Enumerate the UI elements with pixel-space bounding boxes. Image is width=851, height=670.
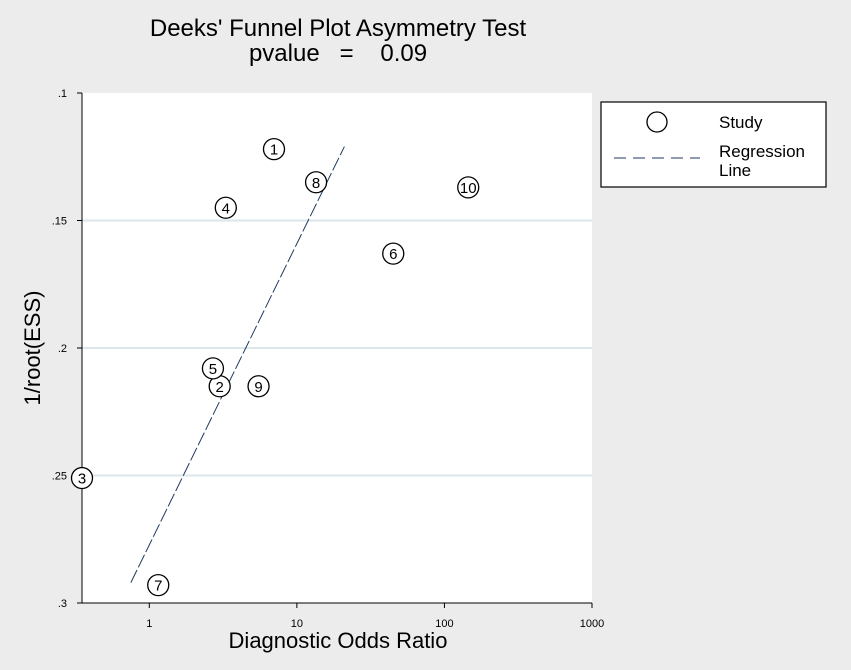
grid-lines: [82, 219, 592, 477]
study-label: 5: [209, 361, 217, 378]
legend-regression-label-line: Regression: [719, 142, 805, 161]
study-point-4: 4: [214, 196, 237, 219]
y-tick-label: .25: [52, 471, 67, 483]
study-label: 10: [460, 180, 477, 197]
study-point-1: 1: [262, 137, 286, 161]
study-marker: [201, 357, 225, 380]
regression-line-layer: [130, 146, 345, 583]
study-point-7: 7: [147, 574, 170, 597]
legend-regression-label: Regression Line: [719, 142, 805, 180]
axes: .1 .15 .2 .25 .3 1 10 100 1000: [52, 88, 605, 630]
study-label: 6: [389, 246, 397, 263]
study-label: 8: [312, 175, 320, 192]
study-points: 1 2 3 4 5 6 7 8 9 10: [70, 137, 480, 597]
x-axis-title: Diagnostic Odds Ratio: [229, 628, 448, 653]
study-point-5: 5: [201, 357, 225, 380]
study-label: 2: [216, 379, 224, 396]
study-point-9: 9: [247, 375, 270, 398]
regression-line: [130, 146, 345, 583]
study-marker: [304, 171, 328, 194]
study-label: 9: [254, 379, 262, 396]
x-tick-label: 10: [291, 618, 303, 630]
chart-title: Deeks' Funnel Plot Asymmetry Test: [150, 15, 527, 42]
study-label: 7: [154, 578, 162, 595]
y-tick-label: .1: [58, 88, 67, 100]
study-point-8: 8: [304, 171, 328, 194]
legend-box: [600, 101, 827, 188]
study-marker: [147, 574, 170, 597]
x-tick-label: 100: [435, 618, 453, 630]
study-marker: [247, 375, 270, 398]
study-label: 3: [78, 471, 86, 488]
y-tick-label: .15: [52, 216, 67, 228]
study-point-6: 6: [382, 242, 405, 265]
study-point-10: 10: [457, 176, 480, 199]
y-tick-label: .2: [58, 343, 67, 355]
study-marker: [457, 176, 480, 199]
study-point-3: 3: [70, 466, 94, 490]
legend-study-marker: [646, 111, 668, 133]
study-label: 1: [270, 142, 278, 159]
x-tick-label: 1000: [580, 618, 604, 630]
x-tick-label: 1: [146, 618, 152, 630]
study-marker: [382, 242, 405, 265]
legend-study-label: Study: [719, 113, 763, 132]
y-tick-label: .3: [58, 598, 67, 610]
study-marker: [262, 137, 286, 161]
y-axis-title: 1/root(ESS): [20, 291, 45, 406]
study-label: 4: [222, 200, 230, 217]
study-marker: [214, 196, 237, 219]
study-marker: [70, 466, 94, 490]
legend-regression-label-line: Line: [719, 161, 751, 180]
legend: Study Regression Line: [600, 101, 827, 188]
chart-subtitle: pvalue = 0.09: [249, 40, 427, 67]
